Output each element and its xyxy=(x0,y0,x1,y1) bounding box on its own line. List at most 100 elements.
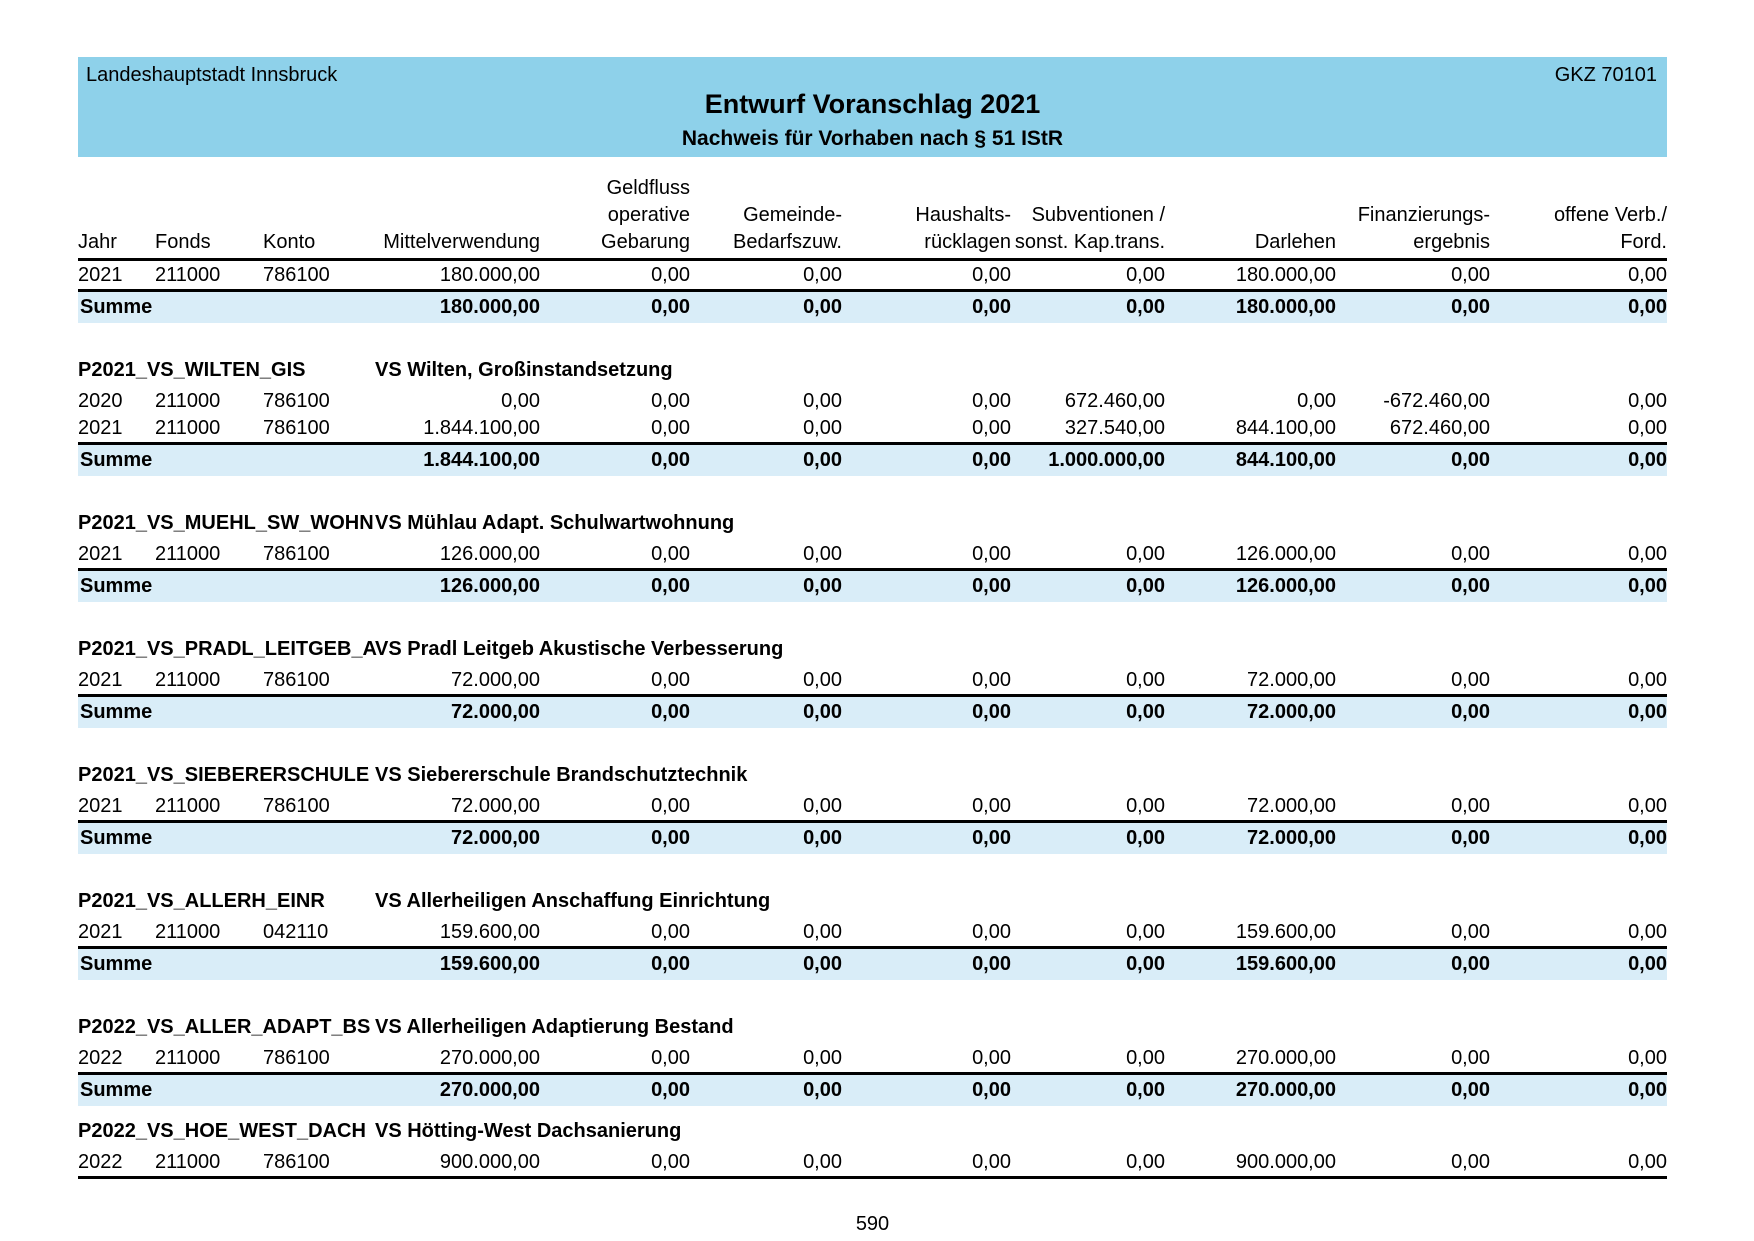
summe-value: 1.000.000,00 xyxy=(1048,449,1165,471)
summe-value: 180.000,00 xyxy=(1235,296,1336,318)
project-title-row: P2021_VS_SIEBERERSCHULE VS Siebererschule… xyxy=(78,762,1667,788)
summe-value: 0,00 xyxy=(1451,953,1490,975)
cell-value: 900.000,00 xyxy=(1235,1151,1336,1173)
cell-value: 126.000,00 xyxy=(439,543,540,565)
column-header: offene Verb./ Ford. xyxy=(1553,204,1667,253)
cell-value: 0,00 xyxy=(501,390,540,412)
project-description: VS Pradl Leitgeb Akustische Verbesserung xyxy=(375,637,784,660)
data-row: 2021 211000 786100 1.844.100,00 0,00 0,00 0,00… xyxy=(78,415,1667,445)
summe-row: Summe 72.000,00 0,00 0,00 0,00 0,00 72.000,00 0… xyxy=(78,823,1667,854)
data-row: 2021 211000 786100 72.000,00 0,00 0,00 0,00 0,0… xyxy=(78,667,1667,697)
cell-value: 672.460,00 xyxy=(1389,417,1490,439)
cell-value: 0,00 xyxy=(651,1151,690,1173)
summe-value: 0,00 xyxy=(1451,701,1490,723)
cell-value: 72.000,00 xyxy=(451,795,540,817)
data-row: 2021 211000 042110 159.600,00 0,00 0,00 0,00 0,… xyxy=(78,919,1667,949)
cell-konto: 042110 xyxy=(263,921,329,943)
cell-value: 0,00 xyxy=(803,1151,842,1173)
cell-fonds: 211000 xyxy=(155,543,221,565)
cell-jahr: 2022 xyxy=(78,1151,123,1173)
summe-label: Summe xyxy=(80,701,153,723)
summe-value: 0,00 xyxy=(1126,953,1165,975)
cell-konto: 786100 xyxy=(263,543,330,565)
organization-name: Landeshauptstadt Innsbruck xyxy=(86,64,338,86)
cell-jahr: 2021 xyxy=(78,669,123,691)
cell-value: 0,00 xyxy=(972,1047,1011,1069)
project-block: P2021_VS_ALLERH_EINR VS Allerheiligen Ans… xyxy=(78,888,1667,980)
cell-fonds: 211000 xyxy=(155,921,221,943)
project-block: P2021_VS_SIEBERERSCHULE VS Siebererschule… xyxy=(78,762,1667,854)
cell-konto: 786100 xyxy=(263,390,330,412)
summe-value: 0,00 xyxy=(1126,1079,1165,1101)
cell-value: 0,00 xyxy=(1628,1151,1667,1173)
cell-value: 180.000,00 xyxy=(439,264,540,286)
project-code: P2021_VS_MUEHL_SW_WOHN xyxy=(78,511,374,534)
cell-value: 0,00 xyxy=(1451,264,1490,286)
column-header: Geldfluss operative Gebarung xyxy=(601,177,690,253)
cell-value: 0,00 xyxy=(972,795,1011,817)
project-description: VS Siebererschule Brandschutztechnik xyxy=(375,763,748,786)
cell-value: 844.100,00 xyxy=(1235,417,1336,439)
summe-value: 159.600,00 xyxy=(1235,953,1336,975)
project-code: P2021_VS_SIEBERERSCHULE xyxy=(78,763,370,786)
summe-label: Summe xyxy=(80,827,153,849)
cell-value: 0,00 xyxy=(1126,543,1165,565)
project-block: P2022_VS_HOE_WEST_DACH VS Hötting-West Da… xyxy=(78,1118,1667,1179)
summe-value: 0,00 xyxy=(1126,827,1165,849)
cell-value: 0,00 xyxy=(1126,1151,1165,1173)
cell-value: 0,00 xyxy=(803,264,842,286)
cell-value: 0,00 xyxy=(651,264,690,286)
cell-value: 0,00 xyxy=(972,669,1011,691)
table-body: 2021 211000 786100 180.000,00 0,00 0,00 0,00 0,… xyxy=(78,262,1667,1179)
column-header: Darlehen xyxy=(1254,231,1336,253)
summe-row: Summe 270.000,00 0,00 0,00 0,00 0,00 270.000,0… xyxy=(78,1075,1667,1106)
project-block: P2021_VS_MUEHL_SW_WOHN VS Mühlau Adapt. S… xyxy=(78,510,1667,602)
summe-value: 0,00 xyxy=(651,827,690,849)
report-title: Entwurf Voranschlag 2021 xyxy=(704,89,1041,119)
cell-value: 0,00 xyxy=(651,543,690,565)
summe-value: 1.844.100,00 xyxy=(423,449,540,471)
column-header: Subventionen / sonst. Kap.trans. xyxy=(1014,204,1165,253)
cell-konto: 786100 xyxy=(263,795,330,817)
project-block: P2021_VS_WILTEN_GIS VS Wilten, Großinstan… xyxy=(78,357,1667,476)
cell-jahr: 2021 xyxy=(78,921,123,943)
summe-value: 0,00 xyxy=(1628,296,1667,318)
cell-value: 0,00 xyxy=(1126,795,1165,817)
cell-value: 1.844.100,00 xyxy=(423,417,540,439)
cell-konto: 786100 xyxy=(263,264,330,286)
cell-value: 0,00 xyxy=(803,543,842,565)
cell-value: 0,00 xyxy=(1451,1047,1490,1069)
summe-value: 0,00 xyxy=(972,953,1011,975)
summe-value: 72.000,00 xyxy=(1247,827,1336,849)
cell-value: 72.000,00 xyxy=(1247,669,1336,691)
project-description: VS Allerheiligen Anschaffung Einrichtung xyxy=(375,889,771,912)
summe-value: 0,00 xyxy=(1451,575,1490,597)
cell-jahr: 2020 xyxy=(78,390,123,412)
cell-value: 0,00 xyxy=(972,921,1011,943)
summe-value: 0,00 xyxy=(803,953,842,975)
summe-label: Summe xyxy=(80,1079,153,1101)
summe-value: 72.000,00 xyxy=(1247,701,1336,723)
summe-value: 270.000,00 xyxy=(439,1079,540,1101)
summe-value: 126.000,00 xyxy=(439,575,540,597)
summe-value: 0,00 xyxy=(972,827,1011,849)
summe-value: 0,00 xyxy=(1451,1079,1490,1101)
cell-jahr: 2021 xyxy=(78,543,123,565)
cell-value: 0,00 xyxy=(803,921,842,943)
cell-value: 0,00 xyxy=(1628,1047,1667,1069)
cell-value: 0,00 xyxy=(651,921,690,943)
summe-row: Summe 180.000,00 0,00 0,00 0,00 0,00 180.000,0… xyxy=(78,292,1667,323)
cell-jahr: 2021 xyxy=(78,417,123,439)
data-row: 2021 211000 786100 180.000,00 0,00 0,00 0,00 0,… xyxy=(78,262,1667,292)
cell-konto: 786100 xyxy=(263,669,330,691)
summe-value: 0,00 xyxy=(972,296,1011,318)
cell-value: 0,00 xyxy=(972,543,1011,565)
summe-value: 180.000,00 xyxy=(439,296,540,318)
cell-value: 0,00 xyxy=(1126,669,1165,691)
cell-jahr: 2021 xyxy=(78,264,123,286)
summe-value: 159.600,00 xyxy=(439,953,540,975)
summe-value: 0,00 xyxy=(1451,827,1490,849)
cell-value: 0,00 xyxy=(1628,417,1667,439)
report-subtitle: Nachweis für Vorhaben nach § 51 IStR xyxy=(681,127,1064,150)
